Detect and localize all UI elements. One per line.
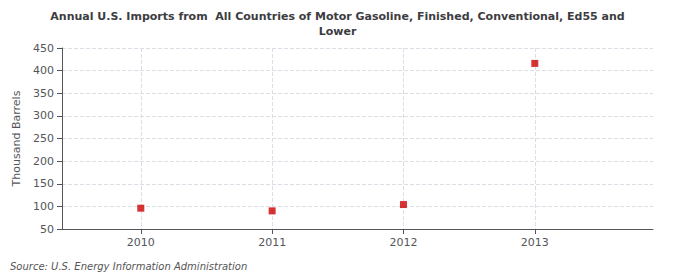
svg-text:350: 350 xyxy=(33,87,54,100)
svg-text:2012: 2012 xyxy=(389,236,417,249)
svg-text:400: 400 xyxy=(33,64,54,77)
svg-text:Annual U.S. Imports from All: Annual U.S. Imports from All Countries o… xyxy=(50,10,624,23)
svg-text:Lower: Lower xyxy=(319,25,357,38)
svg-text:250: 250 xyxy=(33,132,54,145)
svg-text:2013: 2013 xyxy=(521,236,549,249)
svg-text:100: 100 xyxy=(33,200,54,213)
svg-text:450: 450 xyxy=(33,42,54,55)
svg-text:150: 150 xyxy=(33,177,54,190)
svg-text:Source: U.S. Energy Informatio: Source: U.S. Energy Information Administ… xyxy=(10,261,247,272)
svg-text:200: 200 xyxy=(33,155,54,168)
svg-text:2010: 2010 xyxy=(127,236,155,249)
svg-text:Thousand Barrels: Thousand Barrels xyxy=(10,90,23,187)
svg-text:50: 50 xyxy=(40,223,54,236)
svg-text:300: 300 xyxy=(33,109,54,122)
svg-text:2011: 2011 xyxy=(258,236,286,249)
